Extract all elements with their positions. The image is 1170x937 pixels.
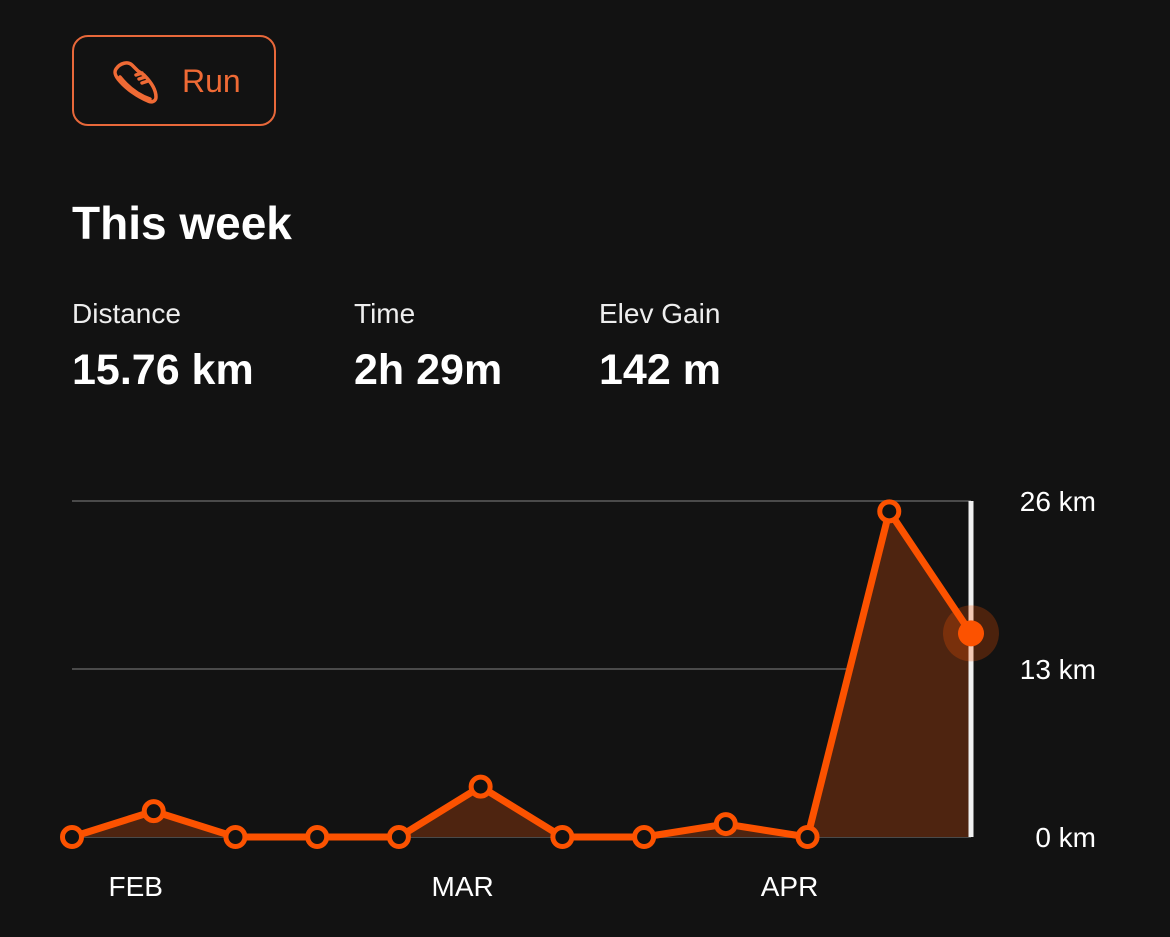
data-point (468, 774, 493, 799)
stat-label: Time (354, 298, 416, 329)
x-tick-label: MAR (432, 871, 494, 902)
stat-value: 15.76 km (72, 346, 254, 394)
data-point (877, 499, 902, 524)
stat-value: 2h 29m (354, 346, 503, 394)
stat-label: Elev Gain (599, 298, 721, 329)
y-tick-label: 13 km (1020, 654, 1096, 685)
run-label: Run (182, 63, 241, 99)
x-tick-label: FEB (108, 871, 162, 902)
area-fill (72, 511, 971, 837)
series-line (70, 507, 974, 841)
stat-label: Distance (72, 298, 181, 329)
x-tick-label: APR (761, 871, 819, 902)
stat-elev-gain: Elev Gain 142 m (599, 298, 721, 395)
y-tick-label: 26 km (1020, 486, 1096, 517)
data-point (305, 825, 330, 849)
data-point (795, 825, 820, 849)
data-point (223, 825, 248, 849)
y-tick-label: 0 km (1035, 822, 1096, 853)
data-point (141, 799, 166, 824)
data-point (550, 825, 575, 849)
stat-value: 142 m (599, 346, 721, 394)
stat-distance: Distance 15.76 km (72, 298, 254, 395)
data-point (713, 812, 738, 837)
selected-data-point (958, 620, 984, 647)
data-point (632, 825, 657, 849)
running-shoe-icon (113, 61, 158, 104)
run-activity-button[interactable]: Run (72, 35, 276, 126)
stat-time: Time 2h 29m (354, 298, 502, 395)
data-point (386, 825, 411, 849)
section-title: This week (72, 197, 292, 249)
data-point (60, 825, 84, 849)
